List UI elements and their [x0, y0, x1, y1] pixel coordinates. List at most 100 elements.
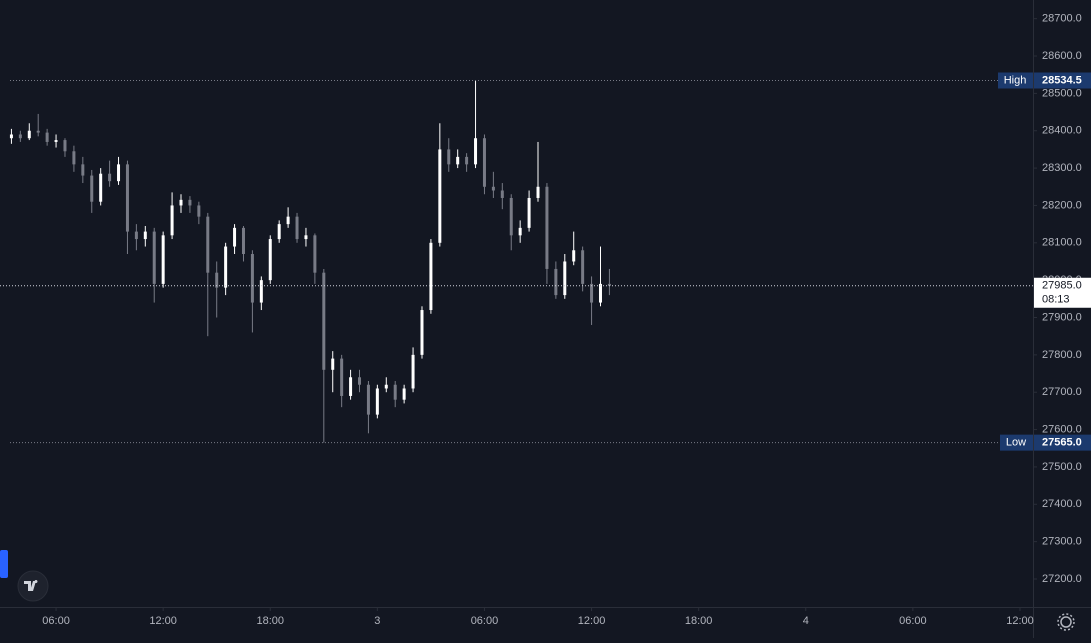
candle-body: [313, 235, 317, 273]
y-tick-label: 28300.0: [1042, 162, 1082, 174]
y-tick-label: 27700.0: [1042, 386, 1082, 398]
low-label-box: [1000, 434, 1033, 451]
candle-body: [188, 199, 192, 206]
candle-body: [482, 138, 486, 187]
y-tick-label: 27600.0: [1042, 423, 1082, 435]
candle-body: [500, 190, 504, 198]
candle-body: [322, 272, 326, 370]
last-price: 27985.0: [1042, 280, 1082, 292]
x-tick-label: 3: [374, 615, 380, 627]
candle-body: [563, 261, 567, 296]
plot: 27200.0 27300.0 27400.0 27500.0 27600.0 27700…: [0, 13, 1091, 627]
candle-body: [152, 231, 156, 284]
candle-body: [607, 283, 611, 286]
settings[interactable]: [1057, 613, 1075, 631]
candle-body: [295, 216, 299, 240]
x-tick-label: 06:00: [42, 615, 70, 627]
candle-body: [18, 134, 22, 139]
settings-gear[interactable]: [1060, 616, 1072, 628]
candle-body: [125, 164, 129, 232]
y-tick-label: 28700.0: [1042, 13, 1082, 25]
candle-body: [554, 268, 558, 296]
candle-body: [491, 186, 495, 191]
side-toggle[interactable]: [0, 550, 8, 578]
x-tick-label: 12:00: [149, 615, 177, 627]
low-label: Low: [1006, 437, 1026, 449]
candle-body: [45, 132, 49, 142]
candle-body: [241, 227, 245, 255]
candle-body: [268, 239, 272, 281]
last-price-box: [1034, 277, 1091, 308]
candle-body: [224, 246, 228, 288]
y-tick-label: 27900.0: [1042, 311, 1082, 323]
high-label-box: [998, 72, 1033, 89]
candle-body: [54, 140, 58, 142]
candle-body: [170, 205, 174, 236]
y-tick-label: 28600.0: [1042, 50, 1082, 62]
candle-body: [90, 175, 94, 202]
y-tick-label: 27300.0: [1042, 536, 1082, 548]
candle-body: [375, 388, 379, 415]
candle-body: [161, 235, 165, 284]
candle-body: [536, 186, 540, 198]
candle-body: [206, 216, 210, 273]
candle-body: [117, 164, 121, 182]
x-tick-label: 4: [803, 615, 809, 627]
candle-body: [215, 272, 219, 288]
candle-body: [36, 130, 40, 133]
candle-body: [465, 156, 469, 165]
candle-body: [581, 250, 585, 284]
high-value: 28534.5: [1042, 74, 1082, 86]
countdown: 08:13: [1042, 294, 1070, 306]
candle-body: [134, 231, 138, 240]
candle-body: [509, 197, 513, 236]
logo[interactable]: [17, 570, 49, 602]
y-tick-label: 28100.0: [1042, 237, 1082, 249]
candle-body: [447, 149, 451, 165]
x-tick-label: 12:00: [578, 615, 606, 627]
candle-body: [250, 254, 254, 303]
candle-body: [366, 384, 370, 415]
candle-body: [598, 283, 602, 303]
candle-body: [108, 173, 112, 182]
candle-body: [358, 377, 362, 385]
y-tick-label: 28200.0: [1042, 199, 1082, 211]
candle-body: [402, 388, 406, 400]
candle-body: [384, 384, 388, 389]
y-tick-label: 28400.0: [1042, 125, 1082, 137]
x-tick-label: 12:00: [1006, 615, 1034, 627]
x-tick-label: 06:00: [471, 615, 499, 627]
candle-body: [277, 224, 281, 240]
candle-body: [233, 227, 237, 247]
candle-body: [429, 242, 433, 311]
candle-body: [72, 151, 76, 165]
candle-body: [545, 186, 549, 269]
candle-body: [349, 377, 353, 396]
x-tick-label: 18:00: [685, 615, 713, 627]
candle-body: [197, 205, 201, 217]
candle-body: [27, 130, 31, 139]
y-tick-label: 28500.0: [1042, 87, 1082, 99]
candle-body: [527, 197, 531, 228]
candle-body: [259, 280, 263, 303]
low-value-box: [1034, 434, 1091, 451]
y-tick-label: 27800.0: [1042, 349, 1082, 361]
low-value: 27565.0: [1042, 437, 1082, 449]
logo-mark: [24, 580, 38, 591]
x-tick-label: 18:00: [256, 615, 284, 627]
candle-body: [340, 358, 344, 396]
settings-teeth: [1057, 613, 1075, 631]
y-tick-label: 27200.0: [1042, 573, 1082, 585]
candle-body: [9, 134, 13, 139]
candle-body: [179, 199, 183, 206]
x-tick-label: 06:00: [899, 615, 927, 627]
candle-body: [63, 140, 67, 152]
candle-body: [590, 283, 594, 303]
candle-body: [393, 384, 397, 400]
high-value-box: [1034, 72, 1091, 89]
candle-body: [474, 138, 478, 165]
candle-body: [518, 227, 522, 236]
high-label: High: [1004, 74, 1027, 86]
candle-body: [143, 231, 147, 240]
